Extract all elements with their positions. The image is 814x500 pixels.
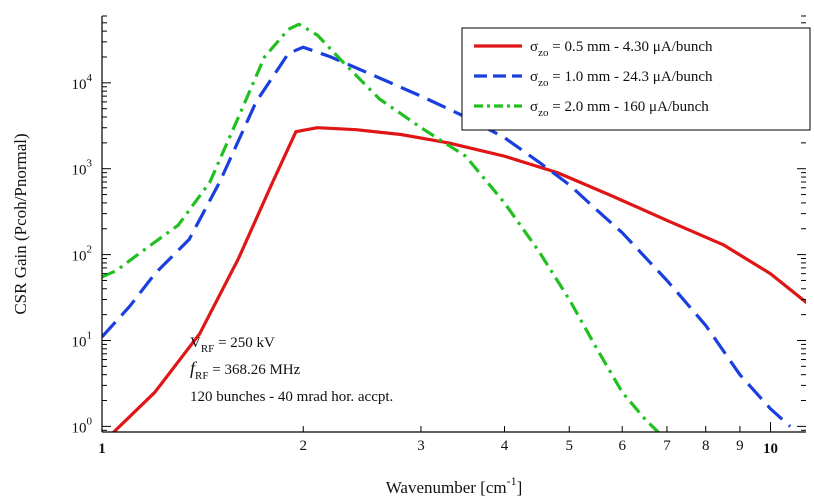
x-minor-tick-label-2: 4	[501, 438, 509, 454]
legend-label-2: σzo = 1.0 mm - 24.3 μA/bunch	[530, 69, 713, 89]
y-tick-label-3: 103	[72, 158, 93, 179]
legend-label-3: σzo = 2.0 mm - 160 μA/bunch	[530, 99, 709, 119]
x-minor-tick-label-6: 8	[702, 438, 710, 454]
annotation-box: VRF = 250 kV fRF = 368.26 MHz 120 bunches …	[190, 335, 393, 405]
x-minor-tick-label-5: 7	[663, 438, 671, 454]
y-tick-label-2: 102	[72, 244, 93, 265]
series-line-1	[112, 126, 806, 432]
x-minor-tick-label-1: 3	[417, 438, 425, 454]
y-tick-label-0: 100	[72, 415, 93, 436]
x-major-tick-label-1: 10	[763, 441, 778, 457]
series-line-2	[102, 45, 792, 428]
annotation-line-2: fRF = 368.26 MHz	[190, 358, 301, 382]
annotation-line-3: 120 bunches - 40 mrad hor. accpt.	[190, 389, 393, 405]
x-minor-tick-label-7: 9	[736, 438, 744, 454]
y-tick-label-1: 101	[72, 329, 93, 350]
axes-layer	[101, 16, 806, 433]
y-axis-label: CSR Gain (Pcoh/Pnormal)	[11, 133, 30, 314]
legend: σzo = 0.5 mm - 4.30 μA/bunch σzo = 1.0 mm…	[461, 27, 811, 131]
legend-label-1: σzo = 0.5 mm - 4.30 μA/bunch	[530, 39, 713, 59]
x-axis-label: Wavenumber [cm-1]	[386, 474, 523, 497]
x-minor-tick-label-3: 5	[566, 438, 574, 454]
series-layer	[102, 22, 806, 432]
axis-labels: Wavenumber [cm-1] CSR Gain (Pcoh/Pnormal)	[11, 133, 522, 497]
y-tick-label-4: 104	[72, 72, 93, 93]
x-minor-tick-label-4: 6	[618, 438, 626, 454]
series-line-3	[102, 22, 660, 432]
x-minor-tick-label-0: 2	[299, 438, 307, 454]
annotation-line-1: VRF = 250 kV	[190, 335, 275, 355]
x-major-tick-label-0: 1	[98, 441, 106, 457]
